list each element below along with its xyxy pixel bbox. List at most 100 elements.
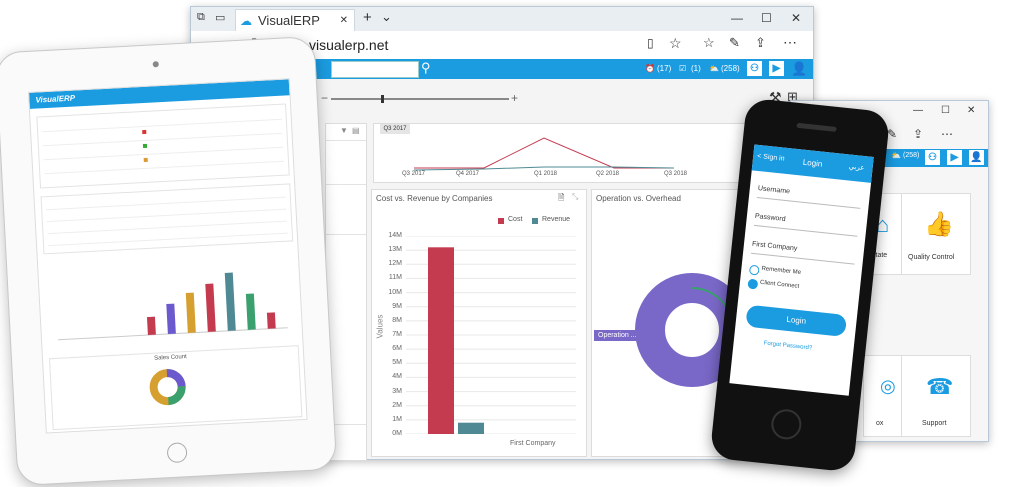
tablet-table-panel	[40, 183, 294, 255]
web-note-icon[interactable]: ✎	[887, 127, 898, 141]
cost-line	[414, 137, 674, 169]
phone-home-button[interactable]	[769, 407, 803, 441]
win2-close[interactable]: ✕	[967, 105, 976, 116]
columns-icon[interactable]: ▤	[352, 126, 360, 135]
tile-quality-control[interactable]: 👍 Quality Control	[901, 193, 971, 275]
tablet-donut	[149, 369, 186, 406]
bar-revenue[interactable]	[458, 422, 484, 434]
tab-actions-icon[interactable]: ⧉	[197, 11, 205, 23]
share-icon[interactable]: ⇪	[913, 127, 924, 141]
more-icon[interactable]: ⋯	[941, 127, 953, 141]
bar-cost[interactable]	[428, 247, 454, 434]
export-icon[interactable]: 🗎	[558, 193, 565, 202]
legend-swatch-cost	[498, 218, 504, 224]
support-agent-icon: ☎	[926, 374, 954, 399]
y-tick-label: 13M	[388, 246, 402, 254]
tablet-donut-panel: Sales Count	[48, 345, 303, 431]
tablet-home-button[interactable]	[166, 442, 188, 464]
remember-radio[interactable]	[748, 264, 760, 276]
more-icon[interactable]: ⋯	[783, 34, 797, 50]
y-tick-label: 11M	[388, 274, 402, 282]
tile-label: Support	[922, 420, 947, 427]
favorites-hub-icon[interactable]: ☆	[703, 35, 715, 50]
reading-view-icon[interactable]: ▯	[647, 36, 654, 50]
y-tick-label: 6M	[392, 345, 402, 353]
new-tab-button[interactable]: +	[363, 9, 372, 26]
y-tick-label: 4M	[392, 373, 402, 381]
y-tick-label: 5M	[392, 359, 402, 367]
tasks-icon[interactable]: ☑	[679, 64, 687, 73]
zoom-slider-handle[interactable]	[381, 95, 384, 103]
expand-icon[interactable]: ⤡	[572, 192, 579, 201]
weather-icon[interactable]: ⛅	[891, 151, 901, 160]
zoom-in-icon[interactable]: +	[511, 91, 519, 105]
minimize-button[interactable]: —	[731, 11, 743, 25]
tab-bar: ⧉ ▭ ☁ VisualERP ✕ + ⌄ — ☐ ✕	[191, 7, 813, 31]
cost-revenue-panel: Cost vs. Revenue by Companies 🗎 ⤡ Cost R…	[371, 189, 587, 457]
y-tick-label: 12M	[388, 260, 402, 268]
zoom-out-icon[interactable]: −	[321, 91, 329, 105]
tile-support[interactable]: ☎ Support	[901, 355, 971, 437]
tablet-list-panel	[36, 103, 290, 189]
maximize-button[interactable]: ☐	[761, 11, 772, 25]
login-button[interactable]: Login	[745, 304, 848, 337]
url-field[interactable]: visualerp.net	[309, 37, 389, 53]
profile-icon[interactable]: 👤	[791, 61, 808, 76]
legend-cost: Cost	[508, 216, 523, 223]
language-toggle[interactable]: عربي	[848, 163, 865, 173]
filter-icon[interactable]: ▼	[340, 126, 348, 135]
tab-visualerp[interactable]: ☁ VisualERP ✕	[235, 9, 355, 31]
close-button[interactable]: ✕	[791, 11, 802, 25]
y-tick-label: 0M	[392, 430, 402, 437]
tile-label: state	[872, 252, 888, 259]
phone-speaker	[796, 122, 837, 132]
y-tick-label: 7M	[392, 331, 402, 338]
users-icon[interactable]: ⚇	[747, 61, 762, 76]
weather-icon[interactable]: ⛅	[709, 64, 719, 73]
weather-count: (258)	[721, 64, 740, 73]
tab-list-button[interactable]: ⌄	[381, 9, 392, 24]
share-icon[interactable]: ⇪	[755, 35, 766, 50]
period-x-label: Q2 2018	[596, 171, 620, 177]
tablet-device: VisualERP Sales Count	[0, 35, 338, 487]
thumbs-up-icon: 👍	[924, 211, 954, 238]
tile-label: Quality Control	[908, 254, 955, 261]
op-panel-title: Operation vs. Overhead	[596, 194, 681, 203]
tab-preview-icon[interactable]: ▭	[215, 12, 226, 24]
profile-icon[interactable]: 👤	[969, 150, 984, 165]
legend-revenue: Revenue	[542, 216, 571, 223]
tablet-camera	[152, 61, 159, 68]
password-field[interactable]: Password	[753, 212, 859, 237]
tab-close-icon[interactable]: ✕	[339, 15, 348, 26]
search-input[interactable]	[331, 61, 419, 78]
username-field[interactable]: Username	[756, 185, 862, 209]
phone-screen: < Sign in Login عربي Username Password F…	[729, 144, 874, 396]
search-icon[interactable]: ⚲	[421, 60, 431, 75]
zoom-slider[interactable]	[331, 98, 509, 100]
company-select[interactable]: First Company	[751, 240, 856, 265]
y-tick-label: 9M	[392, 302, 402, 310]
remember-label: Remember Me	[761, 265, 802, 277]
phone-title: Login	[802, 157, 823, 169]
alarm-count: (17)	[657, 64, 672, 73]
alarm-icon[interactable]: ⏰	[645, 64, 655, 73]
add-widget-icon[interactable]: ⊞	[787, 89, 798, 104]
weather-count: (258)	[903, 152, 920, 159]
forgot-password-link[interactable]: Forgot Password?	[763, 340, 813, 352]
win2-maximize[interactable]: ☐	[941, 105, 950, 116]
win2-minimize[interactable]: —	[913, 105, 923, 116]
period-line-chart	[413, 137, 675, 171]
x-category-label: First Company	[510, 440, 556, 447]
cloud-icon: ☁	[240, 14, 252, 28]
back-button[interactable]: < Sign in	[756, 152, 785, 163]
tablet-stacked-bar-chart	[58, 272, 288, 341]
favorite-star-icon[interactable]: ☆	[669, 35, 682, 51]
users-icon[interactable]: ⚇	[925, 150, 940, 165]
broadcast-icon: ◎	[880, 376, 896, 396]
tablet-screen: VisualERP Sales Count	[28, 78, 308, 434]
web-note-icon[interactable]: ✎	[729, 35, 740, 50]
video-icon[interactable]: ▶	[947, 150, 962, 165]
client-radio[interactable]	[747, 278, 759, 290]
video-icon[interactable]: ▶	[769, 61, 784, 76]
tablet-brand: VisualERP	[35, 93, 76, 105]
